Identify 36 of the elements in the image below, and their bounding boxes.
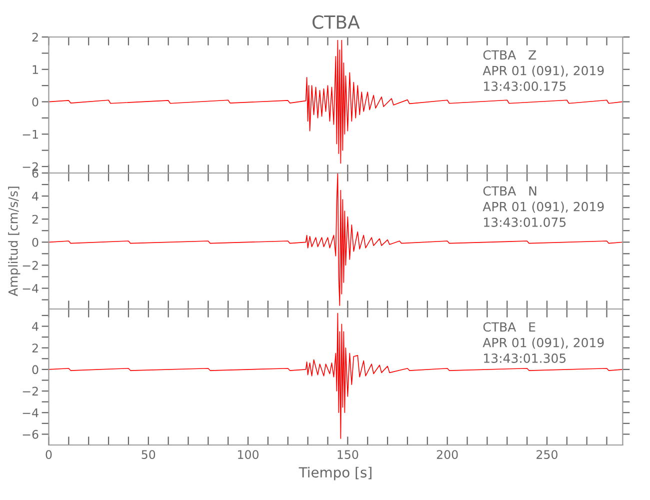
y-tick-label: −2 — [22, 386, 38, 396]
y-tick-label: 4 — [32, 192, 38, 201]
x-tick-label: 200 — [436, 450, 458, 459]
y-tick-label: 4 — [32, 322, 38, 331]
y-tick-label: 2 — [32, 214, 38, 224]
y-tick-label: 2 — [32, 32, 38, 42]
line-series — [48, 40, 623, 164]
x-tick-label: 150 — [338, 450, 358, 459]
x-tick-label: 100 — [238, 450, 259, 459]
annotation: 13:43:00.175 — [484, 81, 566, 91]
x-tick-label: 50 — [142, 450, 156, 459]
y-tick-label: 0 — [32, 365, 38, 374]
annotation: APR 01 (091), 2019 — [482, 338, 604, 349]
chart-title: CTBA — [312, 15, 360, 29]
annotation: APR 01 (091), 2019 — [482, 66, 604, 77]
y-tick-label: −4 — [22, 408, 38, 418]
y-tick-label: −4 — [22, 284, 38, 293]
annotation: CTBA Z — [483, 50, 536, 60]
y-tick-label: 0 — [32, 238, 38, 247]
y-tick-label: 1 — [32, 65, 38, 74]
y-axis-title: Amplitud [cm/s/s] — [8, 186, 20, 296]
annotation: 13:43:01.075 — [484, 217, 566, 227]
x-tick-label: 250 — [536, 450, 558, 459]
y-tick-label: −2 — [22, 260, 38, 270]
y-tick-label: −1 — [22, 130, 38, 139]
annotation: 13:43:01.305 — [484, 353, 566, 363]
x-tick-label: 0 — [46, 450, 52, 459]
y-tick-label: 2 — [32, 344, 38, 352]
y-tick-label: −6 — [22, 430, 38, 439]
y-tick-label: 0 — [32, 97, 38, 106]
annotation: CTBA E — [483, 322, 536, 332]
x-axis-title: Tiempo [s] — [298, 466, 372, 480]
y-tick-label: −2 — [22, 162, 38, 172]
annotation: APR 01 (091), 2019 — [482, 202, 604, 213]
annotation: CTBA N — [483, 186, 536, 196]
line-series — [48, 312, 623, 439]
